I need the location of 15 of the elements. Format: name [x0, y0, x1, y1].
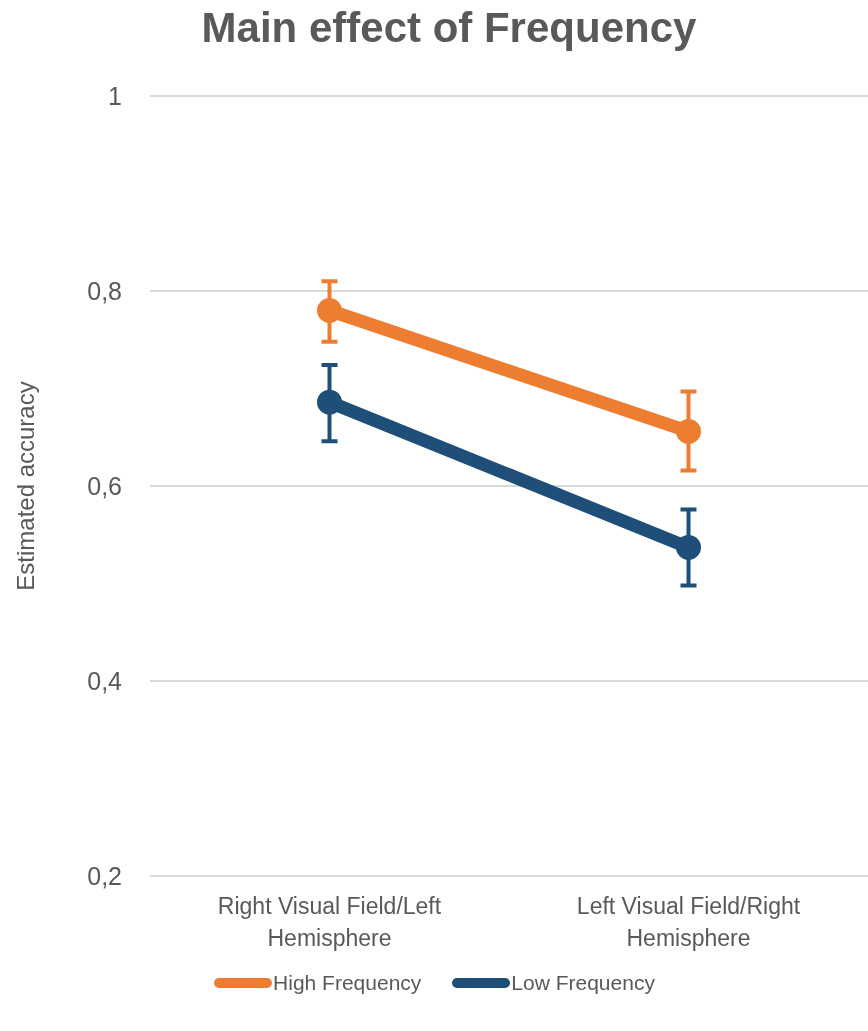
y-tick-label: 0,2	[87, 861, 122, 890]
y-tick-label: 1	[108, 81, 122, 110]
y-tick-label: 0,4	[87, 666, 123, 695]
point	[676, 534, 701, 560]
x-tick-label: Right Visual Field/Left Hemisphere	[217, 893, 442, 951]
y-tick-label: 0,8	[87, 276, 122, 305]
point	[676, 418, 701, 444]
point	[317, 389, 342, 415]
x-tick-label: Left Visual Field/Right Hemisphere	[576, 893, 801, 951]
chart-title: Main effect of Frequency	[201, 4, 697, 51]
y-tick-label: 0,6	[87, 471, 122, 500]
point	[317, 298, 342, 323]
y-axis-title: Estimated accuracy	[11, 381, 39, 591]
legend-label: High Frequency	[273, 971, 422, 995]
legend-label: Low Frequency	[511, 971, 655, 995]
